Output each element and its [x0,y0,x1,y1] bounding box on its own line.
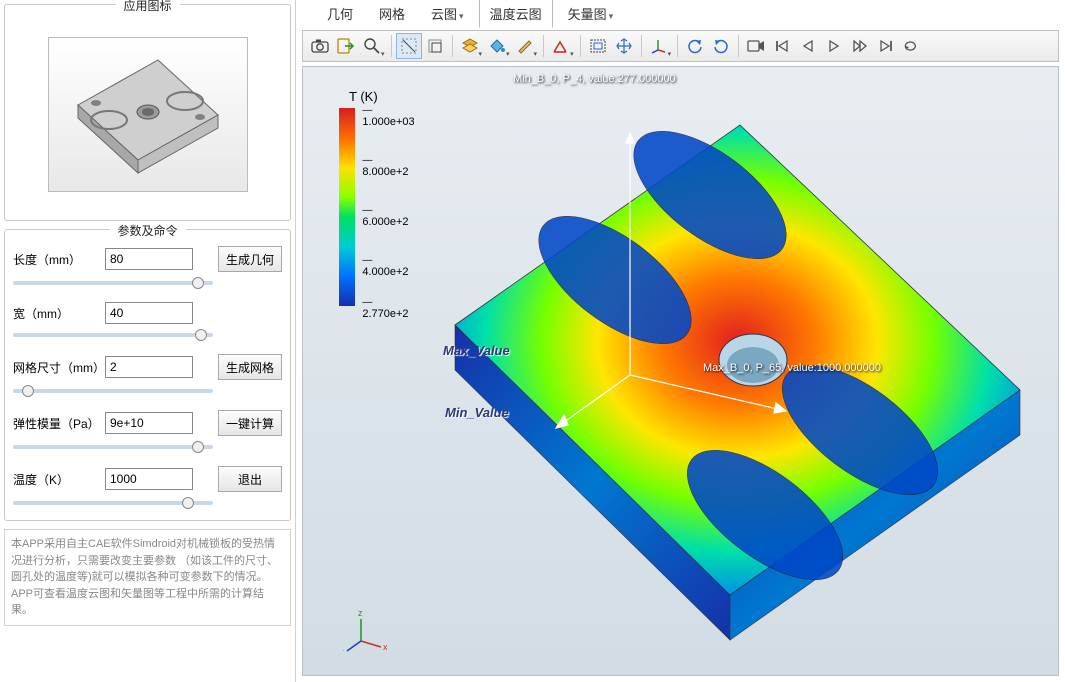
width-input[interactable] [105,302,193,324]
step-back-icon[interactable] [795,33,821,59]
exit-button[interactable]: 退出 [218,466,282,492]
skip-back-icon[interactable] [769,33,795,59]
app-description: 本APP采用自主CAE软件Simdroid对机械锁板的受热情况进行分析，只需要改… [4,529,291,626]
calculate-button[interactable]: 一键计算 [218,410,282,436]
color-legend: T (K) 1.000e+03 8.000e+2 6.000e+2 4.000e… [339,89,378,306]
mesh-size-input[interactable] [105,356,193,378]
tab-geometry[interactable]: 几何 [316,0,364,28]
app-icon-title: 应用图标 [115,0,179,14]
view-tabs: 几何 网格 云图▾ 温度云图 矢量图▾ [296,0,1065,28]
viewport-toolbar: ▾ ▾ ▾ ▾ ▾ ▾ [302,30,1059,62]
length-input[interactable] [105,248,193,270]
pan-icon[interactable] [611,33,637,59]
legend-tick: 4.000e+2 [362,254,408,278]
model-render [406,115,1054,645]
viewport-3d[interactable]: T (K) 1.000e+03 8.000e+2 6.000e+2 4.000e… [302,66,1059,676]
svg-text:y: y [343,647,344,655]
step-fwd-icon[interactable] [847,33,873,59]
left-panel: 应用图标 [0,0,296,682]
select-free-icon[interactable] [422,33,448,59]
rotate-cw-icon[interactable] [708,33,734,59]
max-value-label: Max_Value [443,343,510,358]
play-icon[interactable] [821,33,847,59]
params-group: 参数及命令 长度（mm） 生成几何 宽（mm） 网格尺寸（mm） 生成网格 弹性… [4,229,291,521]
orientation-triad: z x y [343,611,387,655]
length-label: 长度（mm） [13,251,105,268]
export-icon[interactable] [333,33,359,59]
mesh-size-slider[interactable] [13,389,213,393]
tab-contour[interactable]: 云图▾ [420,0,475,28]
video-icon[interactable] [743,33,769,59]
params-title: 参数及命令 [109,222,185,239]
min-point-annotation: Min_B_0, P_4, value:277.000000 [513,73,676,85]
chevron-down-icon: ▾ [609,11,614,21]
modulus-label: 弹性模量（Pa） [13,415,105,432]
right-panel: 几何 网格 云图▾ 温度云图 矢量图▾ ▾ ▾ ▾ ▾ ▾ ▾ [296,0,1065,682]
tab-temperature-contour[interactable]: 温度云图 [479,0,553,28]
width-slider[interactable] [13,333,213,337]
min-value-label: Min_Value [445,405,509,420]
app-icon-group: 应用图标 [4,4,291,221]
legend-bar [339,108,355,306]
width-label: 宽（mm） [13,305,105,322]
tab-mesh[interactable]: 网格 [368,0,416,28]
modulus-slider[interactable] [13,445,213,449]
chevron-down-icon: ▾ [459,11,464,21]
legend-tick: 8.000e+2 [362,154,408,178]
fit-view-icon[interactable] [585,33,611,59]
length-slider[interactable] [13,281,213,285]
max-point-annotation: Max_B_0, P_65, value:1000.000000 [703,362,881,374]
legend-tick: 6.000e+2 [362,204,408,228]
modulus-input[interactable] [105,412,193,434]
temperature-input[interactable] [105,468,193,490]
temperature-slider[interactable] [13,501,213,505]
generate-mesh-button[interactable]: 生成网格 [218,354,282,380]
rotate-ccw-icon[interactable] [682,33,708,59]
svg-text:x: x [383,642,387,652]
loop-icon[interactable] [899,33,925,59]
tab-vector[interactable]: 矢量图▾ [557,0,625,28]
legend-tick: 2.770e+2 [362,296,408,320]
svg-text:z: z [358,611,363,618]
skip-fwd-icon[interactable] [873,33,899,59]
temperature-label: 温度（K） [13,471,105,488]
camera-icon[interactable] [307,33,333,59]
generate-geometry-button[interactable]: 生成几何 [218,246,282,272]
select-rect-icon[interactable] [396,33,422,59]
app-icon-preview [48,37,248,192]
legend-title: T (K) [349,89,378,104]
mesh-size-label: 网格尺寸（mm） [13,359,105,376]
